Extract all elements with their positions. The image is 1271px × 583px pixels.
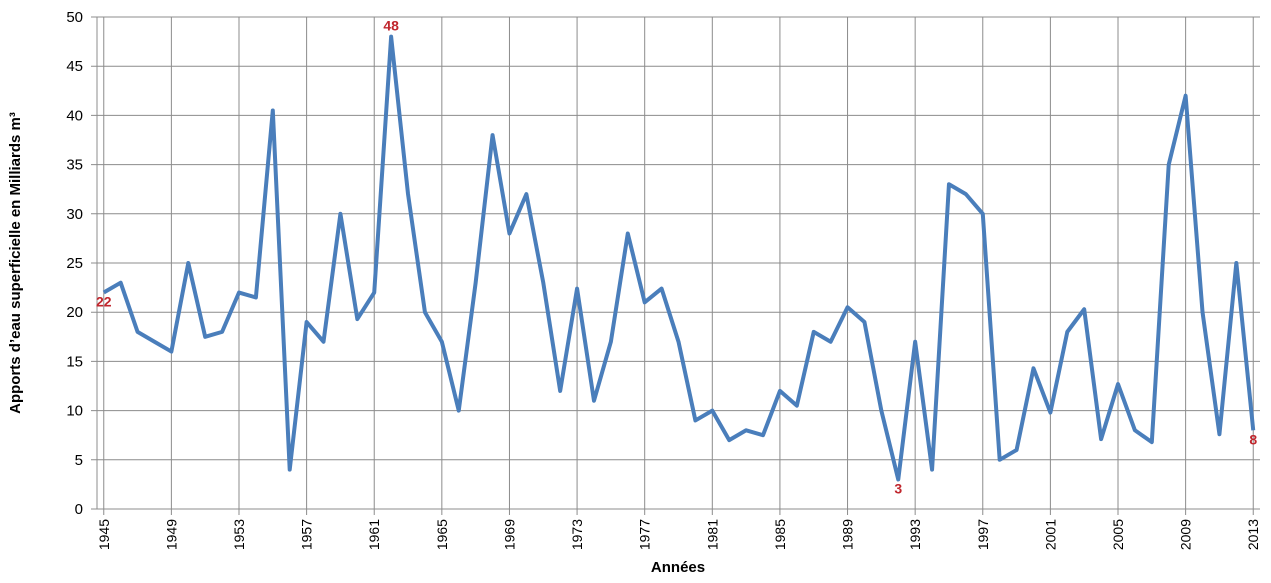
x-tick-label: 1957 xyxy=(299,519,315,550)
x-tick-label: 2001 xyxy=(1042,519,1058,550)
x-tick-label: 1945 xyxy=(96,519,112,550)
y-axis-label: Apports d’eau superficielle en Milliards… xyxy=(7,112,24,414)
data-label: 48 xyxy=(383,18,399,34)
data-label: 3 xyxy=(894,480,902,496)
y-tick-label: 45 xyxy=(66,58,83,75)
x-tick-label: 1969 xyxy=(501,519,517,550)
x-tick-label: 1965 xyxy=(434,519,450,550)
y-tick-label: 35 xyxy=(66,157,83,174)
y-tick-label: 25 xyxy=(66,255,83,272)
x-tick-label: 1997 xyxy=(975,519,991,550)
y-tick-label: 20 xyxy=(66,304,83,321)
x-tick-label: 1985 xyxy=(772,519,788,550)
x-tick-label: 1949 xyxy=(163,519,179,550)
y-tick-label: 30 xyxy=(66,206,83,223)
y-tick-label: 0 xyxy=(75,501,83,518)
x-tick-label: 1977 xyxy=(637,519,653,550)
data-label: 8 xyxy=(1249,431,1257,447)
x-tick-label: 1989 xyxy=(840,519,856,550)
y-tick-label: 15 xyxy=(66,353,83,370)
x-tick-label: 1981 xyxy=(704,519,720,550)
y-tick-label: 40 xyxy=(66,107,83,124)
x-tick-label: 1953 xyxy=(231,519,247,550)
x-tick-label: 2013 xyxy=(1245,519,1261,550)
y-tick-label: 10 xyxy=(66,403,83,420)
x-tick-label: 1973 xyxy=(569,519,585,550)
data-line xyxy=(102,34,1256,482)
x-tick-label: 2009 xyxy=(1178,519,1194,550)
y-tick-label: 50 xyxy=(66,9,83,26)
data-label: 22 xyxy=(96,294,112,310)
x-axis-label: Années xyxy=(651,559,705,576)
x-tick-label: 1993 xyxy=(907,519,923,550)
x-tick-label: 1961 xyxy=(366,519,382,550)
y-tick-label: 5 xyxy=(75,452,83,469)
x-tick-label: 2005 xyxy=(1110,519,1126,550)
